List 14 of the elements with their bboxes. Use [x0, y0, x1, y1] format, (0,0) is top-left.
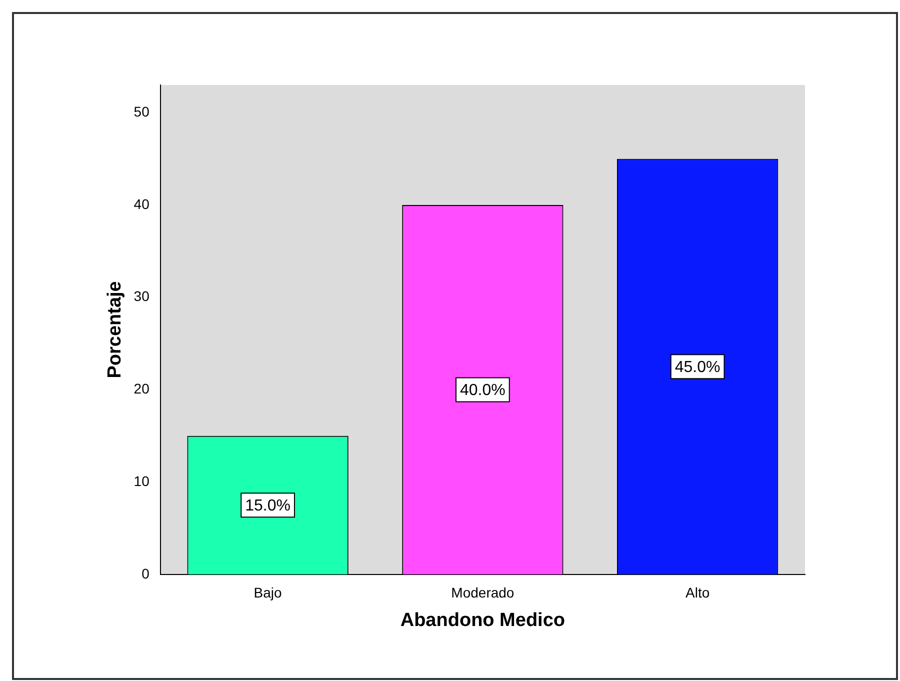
- y-axis-title: Porcentaje: [104, 281, 126, 378]
- y-tick-label: 10: [134, 472, 150, 489]
- y-tick-label: 0: [142, 565, 150, 582]
- y-tick-label: 40: [134, 196, 150, 212]
- data-label: 15.0%: [245, 498, 290, 515]
- y-tick-label: 50: [134, 104, 150, 120]
- data-label: 45.0%: [674, 359, 720, 376]
- y-tick-label: 30: [134, 288, 150, 304]
- y-tick-label: 20: [134, 380, 150, 397]
- x-tick-label: Moderado: [451, 584, 514, 601]
- x-tick-label: Alto: [686, 584, 710, 601]
- data-label: 40.0%: [460, 382, 506, 400]
- x-tick-label: Bajo: [254, 584, 282, 601]
- x-axis-title: Abandono Medico: [400, 610, 566, 631]
